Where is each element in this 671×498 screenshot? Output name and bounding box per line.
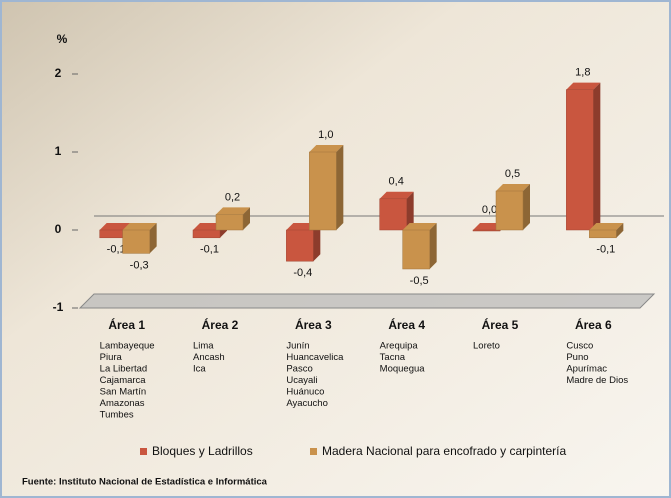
region-label: La Libertad (100, 364, 148, 375)
region-label: Madre de Dios (566, 375, 628, 386)
bar-top (216, 207, 250, 215)
bar-top (589, 223, 624, 230)
source: Fuente: Instituto Nacional de Estadístic… (22, 477, 268, 488)
region-label: Ancash (193, 352, 225, 363)
bar-top (379, 191, 414, 199)
x-tick-label: Área 1 (108, 317, 145, 332)
value-label: 0,5 (505, 168, 520, 180)
region-label: San Martín (100, 387, 146, 398)
y-tick-label: -1 (53, 300, 64, 314)
region-label: Lambayeque (100, 341, 155, 352)
y-tick-label: 2 (55, 66, 62, 80)
region-label: Loreto (473, 341, 500, 352)
value-label: -0,1 (200, 244, 219, 256)
bar (495, 190, 524, 231)
bar (122, 229, 150, 254)
region-label: Amazonas (100, 398, 145, 409)
x-tick-label: Área 5 (482, 317, 519, 332)
value-label: -0,4 (293, 267, 312, 279)
bar-side (336, 145, 344, 230)
legend-label: Madera Nacional para encofrado y carpint… (322, 444, 566, 458)
value-label: 0,0 (482, 204, 497, 216)
region-label: Ayacucho (286, 398, 328, 409)
value-label: -0,5 (410, 275, 429, 287)
value-label: 1,0 (318, 129, 333, 141)
region-label: Junín (286, 341, 309, 352)
bar (192, 229, 221, 239)
bar (589, 229, 617, 239)
region-label: Apurímac (566, 364, 607, 375)
bar-side (313, 223, 321, 262)
bar (286, 229, 314, 262)
value-label: -0,3 (130, 259, 149, 271)
bar (379, 198, 407, 231)
value-label: -0,1 (596, 244, 615, 256)
region-label: Cusco (566, 341, 593, 352)
x-tick-label: Área 3 (295, 317, 332, 332)
bar-side (429, 223, 437, 269)
region-label: Pasco (286, 364, 312, 375)
bar (472, 229, 501, 232)
bar-top (496, 184, 530, 191)
bar-top (566, 82, 601, 90)
value-label: 1,8 (575, 67, 590, 79)
y-tick-label: 1 (55, 144, 62, 158)
bar-side (406, 191, 414, 230)
region-label: Ica (193, 364, 206, 375)
region-label: Puno (566, 352, 588, 363)
value-label: 0,4 (389, 176, 404, 188)
bar-side (593, 82, 601, 230)
bar (215, 214, 244, 231)
region-label: Piura (100, 352, 123, 363)
x-tick-label: Área 4 (388, 317, 425, 332)
bar-side (243, 207, 250, 230)
x-tick-label: Área 6 (575, 317, 612, 332)
y-axis-label: % (57, 32, 68, 46)
bar-side (523, 184, 530, 230)
bar-top (122, 223, 157, 230)
value-label: 0,2 (225, 191, 240, 203)
region-label: Tacna (380, 352, 406, 363)
bar-top (309, 145, 344, 152)
region-label: Tumbes (100, 410, 134, 421)
legend-swatch (310, 448, 317, 455)
region-label: Arequipa (380, 341, 419, 352)
legend-label: Bloques y Ladrillos (152, 444, 253, 458)
region-label: Huánuco (286, 387, 324, 398)
bar-side (149, 223, 157, 254)
region-label: Lima (193, 341, 214, 352)
floor (78, 293, 656, 309)
bar (309, 151, 337, 231)
region-label: Cajamarca (100, 375, 147, 386)
legend-swatch (140, 448, 147, 455)
value-label: -0,1 (107, 244, 126, 256)
y-tick-label: 0 (55, 222, 62, 236)
bar-side (616, 223, 624, 238)
bar (402, 229, 430, 270)
region-label: Ucayali (286, 375, 317, 386)
region-label: Moquegua (380, 364, 426, 375)
bar (566, 89, 594, 231)
x-tick-label: Área 2 (202, 317, 239, 332)
region-label: Huancavelica (286, 352, 344, 363)
bar-top (402, 223, 437, 230)
